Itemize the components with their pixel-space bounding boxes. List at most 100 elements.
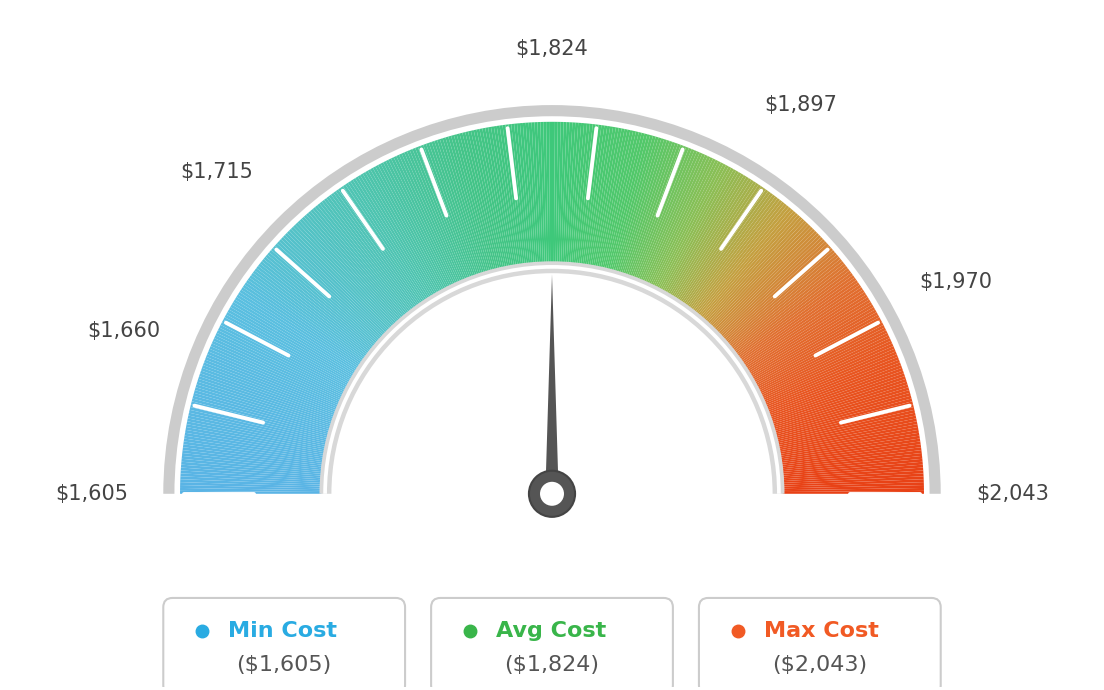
Text: $1,824: $1,824 [516, 39, 588, 59]
Wedge shape [672, 177, 749, 298]
Wedge shape [216, 330, 344, 394]
Wedge shape [725, 248, 832, 343]
Wedge shape [735, 268, 849, 355]
Wedge shape [534, 122, 543, 264]
Wedge shape [745, 290, 864, 368]
Wedge shape [181, 464, 322, 477]
Wedge shape [531, 122, 541, 264]
Wedge shape [375, 165, 444, 290]
Wedge shape [781, 442, 921, 463]
Wedge shape [243, 285, 361, 366]
Wedge shape [315, 206, 406, 316]
Wedge shape [777, 413, 915, 445]
Wedge shape [572, 124, 587, 264]
Wedge shape [624, 140, 670, 275]
Wedge shape [520, 123, 534, 264]
Wedge shape [586, 126, 611, 266]
Wedge shape [613, 135, 652, 272]
Wedge shape [181, 468, 322, 480]
Wedge shape [588, 126, 613, 266]
Wedge shape [743, 285, 861, 366]
Wedge shape [428, 142, 477, 276]
Wedge shape [262, 259, 373, 350]
Wedge shape [756, 322, 883, 389]
Wedge shape [731, 259, 842, 350]
Wedge shape [750, 302, 872, 376]
Wedge shape [275, 244, 381, 340]
Wedge shape [208, 351, 339, 407]
Wedge shape [423, 144, 474, 277]
Wedge shape [739, 275, 854, 359]
Wedge shape [681, 186, 764, 304]
Wedge shape [327, 197, 414, 310]
Wedge shape [182, 456, 322, 472]
Wedge shape [500, 125, 521, 266]
Wedge shape [782, 456, 922, 472]
Wedge shape [776, 404, 914, 440]
Wedge shape [183, 442, 323, 463]
Wedge shape [514, 124, 530, 264]
Wedge shape [295, 223, 394, 327]
Wedge shape [773, 387, 910, 429]
Wedge shape [355, 177, 432, 298]
Wedge shape [192, 398, 329, 437]
Wedge shape [188, 418, 326, 448]
Wedge shape [751, 304, 873, 378]
Wedge shape [448, 136, 489, 273]
Wedge shape [774, 393, 911, 433]
Polygon shape [545, 275, 559, 494]
Wedge shape [246, 280, 363, 363]
Wedge shape [523, 123, 535, 264]
Wedge shape [647, 155, 708, 284]
Wedge shape [439, 138, 485, 274]
Wedge shape [781, 444, 921, 465]
Wedge shape [265, 255, 375, 347]
Wedge shape [667, 170, 739, 295]
Wedge shape [566, 123, 578, 264]
Wedge shape [607, 132, 645, 270]
Wedge shape [782, 464, 923, 477]
Wedge shape [180, 482, 321, 489]
Wedge shape [705, 217, 803, 323]
Wedge shape [622, 139, 667, 275]
Wedge shape [470, 130, 503, 268]
Wedge shape [769, 368, 903, 417]
Wedge shape [182, 450, 323, 469]
Wedge shape [752, 307, 875, 380]
Wedge shape [758, 328, 887, 393]
Wedge shape [212, 341, 342, 400]
Wedge shape [195, 384, 331, 428]
Wedge shape [618, 137, 661, 273]
Wedge shape [723, 244, 829, 340]
Wedge shape [189, 410, 327, 444]
Wedge shape [561, 122, 570, 264]
Wedge shape [227, 310, 352, 381]
Wedge shape [163, 105, 941, 494]
Wedge shape [779, 435, 920, 460]
Wedge shape [217, 328, 346, 393]
Wedge shape [306, 213, 401, 321]
Wedge shape [488, 127, 514, 266]
Wedge shape [329, 195, 415, 309]
Wedge shape [277, 241, 383, 339]
Wedge shape [694, 201, 785, 314]
Wedge shape [708, 219, 805, 324]
Wedge shape [291, 226, 392, 329]
Wedge shape [628, 143, 678, 277]
Wedge shape [689, 195, 775, 309]
Wedge shape [198, 379, 332, 424]
Wedge shape [778, 418, 916, 448]
Text: ($1,605): ($1,605) [236, 655, 332, 675]
Wedge shape [783, 485, 924, 490]
Wedge shape [699, 207, 792, 317]
Wedge shape [710, 223, 809, 327]
Wedge shape [741, 280, 858, 363]
Wedge shape [733, 264, 846, 353]
Wedge shape [766, 357, 899, 411]
Wedge shape [294, 225, 393, 328]
Wedge shape [720, 239, 825, 337]
Wedge shape [214, 335, 343, 397]
Wedge shape [773, 384, 909, 428]
Wedge shape [180, 473, 321, 483]
Wedge shape [468, 131, 501, 269]
